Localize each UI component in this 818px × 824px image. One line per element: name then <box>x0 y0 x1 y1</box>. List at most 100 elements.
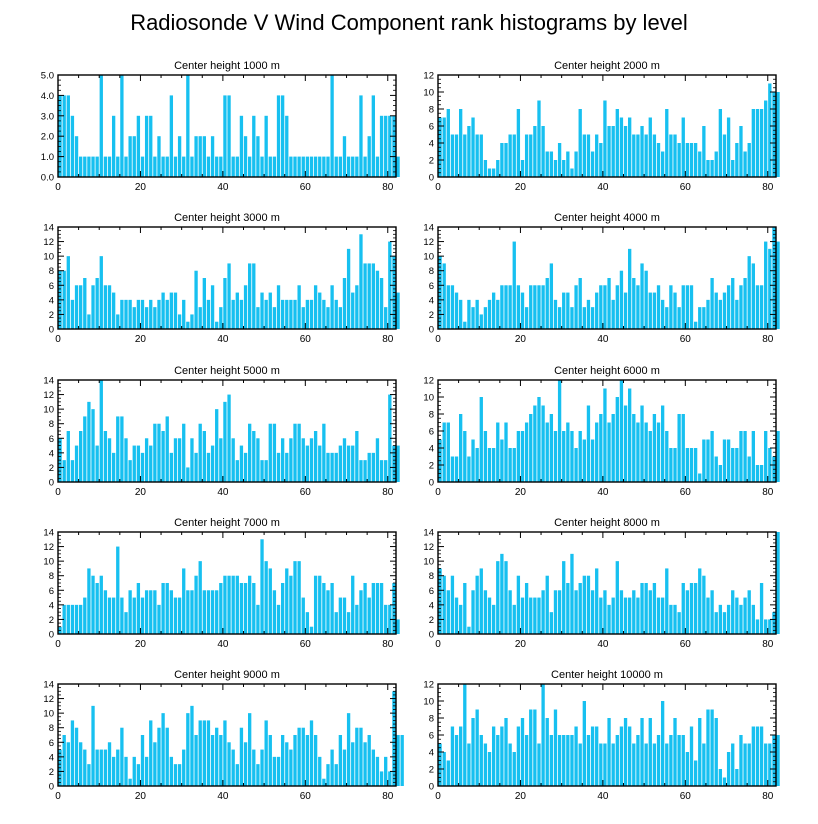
histogram-bar <box>553 590 558 634</box>
histogram-bar <box>74 136 79 177</box>
histogram-bar <box>66 431 70 482</box>
histogram-bar <box>276 756 281 786</box>
histogram-bar <box>103 590 108 634</box>
histogram-bar <box>491 292 496 329</box>
histogram-bar <box>636 285 640 329</box>
histogram-bar <box>689 143 694 177</box>
histogram-bar <box>264 460 268 482</box>
histogram-bar <box>301 156 305 177</box>
histogram-bar <box>512 448 516 482</box>
histogram-bar <box>648 590 652 634</box>
histogram-bar <box>116 416 120 482</box>
histogram-bar <box>355 431 359 482</box>
y-tick-label: 14 <box>423 223 434 234</box>
histogram-bar <box>648 292 652 329</box>
histogram-bar <box>87 764 91 786</box>
histogram-bar <box>260 539 264 634</box>
histogram-bar <box>623 718 628 786</box>
histogram-bar <box>396 445 400 482</box>
histogram-bar <box>74 445 79 482</box>
histogram-bar <box>223 95 227 177</box>
histogram-bar <box>726 439 731 482</box>
histogram-bar <box>586 134 591 177</box>
x-tick-label: 40 <box>597 182 609 193</box>
histogram-bar <box>157 604 161 634</box>
x-tick-label: 20 <box>515 334 527 345</box>
histogram-bar <box>450 575 455 634</box>
histogram-bar <box>463 134 467 177</box>
histogram-bar <box>595 422 599 482</box>
histogram-bar <box>500 285 504 329</box>
y-tick-label: 0 <box>49 325 54 336</box>
histogram-bar <box>111 756 116 786</box>
histogram-bar <box>342 278 347 329</box>
histogram-bar <box>309 156 314 177</box>
histogram-bar <box>475 448 479 482</box>
histogram-bar <box>491 168 496 177</box>
histogram-bar <box>91 156 95 177</box>
histogram-bar <box>388 771 392 786</box>
histogram-bar <box>190 156 194 177</box>
histogram-bar <box>371 452 375 482</box>
histogram-bar <box>529 709 533 786</box>
histogram-bar <box>313 431 318 482</box>
histogram-bar <box>252 431 256 482</box>
x-tick-label: 60 <box>680 182 692 193</box>
histogram-bar <box>103 156 108 177</box>
histogram-bar <box>768 743 772 786</box>
histogram-bar <box>99 75 103 177</box>
histogram-bar <box>91 575 95 634</box>
histogram-bar <box>301 438 305 482</box>
y-tick-label: 10 <box>423 393 434 404</box>
x-tick-label: 0 <box>435 639 441 650</box>
histogram-bar <box>272 307 277 329</box>
histogram-bar <box>479 735 483 786</box>
histogram-bar <box>107 285 112 329</box>
histogram-bar <box>248 713 252 786</box>
histogram-bar <box>79 431 83 482</box>
histogram-bar <box>545 575 549 634</box>
histogram-bar <box>289 575 293 634</box>
histogram-bar <box>91 409 95 482</box>
histogram-bar <box>157 727 161 786</box>
x-tick-label: 40 <box>217 182 229 193</box>
histogram-bar <box>161 431 165 482</box>
histogram-bar <box>685 285 690 329</box>
histogram-bar <box>677 143 681 177</box>
histogram-bar <box>210 445 215 482</box>
y-tick-label: 0 <box>49 782 54 793</box>
histogram-bar <box>508 448 512 482</box>
histogram-bar <box>280 95 285 177</box>
histogram-bar <box>161 156 165 177</box>
histogram-bar <box>169 756 174 786</box>
y-tick-label: 12 <box>423 680 434 691</box>
histogram-bar <box>520 718 525 786</box>
histogram-bar <box>541 590 545 634</box>
histogram-bar <box>549 612 554 634</box>
histogram-bar <box>198 307 202 329</box>
histogram-bar <box>747 256 751 329</box>
histogram-bar <box>628 597 632 634</box>
histogram-bar <box>681 735 685 786</box>
histogram-bar <box>743 151 747 177</box>
histogram-bar <box>553 160 558 177</box>
histogram-bar <box>301 307 305 329</box>
y-tick-label: 4 <box>49 600 54 611</box>
histogram-bar <box>215 409 219 482</box>
histogram-bar <box>743 431 747 482</box>
histogram-bar <box>256 438 260 482</box>
histogram-bar <box>124 612 128 634</box>
histogram-bar <box>459 299 463 329</box>
histogram-bar <box>487 299 492 329</box>
histogram-bar <box>186 590 190 634</box>
histogram-bar <box>153 156 157 177</box>
histogram-bar <box>491 448 496 482</box>
histogram-bar <box>128 460 132 482</box>
x-tick-label: 80 <box>762 182 774 193</box>
histogram-bar <box>371 263 375 329</box>
histogram-bar <box>252 263 256 329</box>
histogram-bar <box>508 134 512 177</box>
histogram-bar <box>338 156 343 177</box>
histogram-bar <box>285 115 289 177</box>
histogram-bar <box>334 299 338 329</box>
